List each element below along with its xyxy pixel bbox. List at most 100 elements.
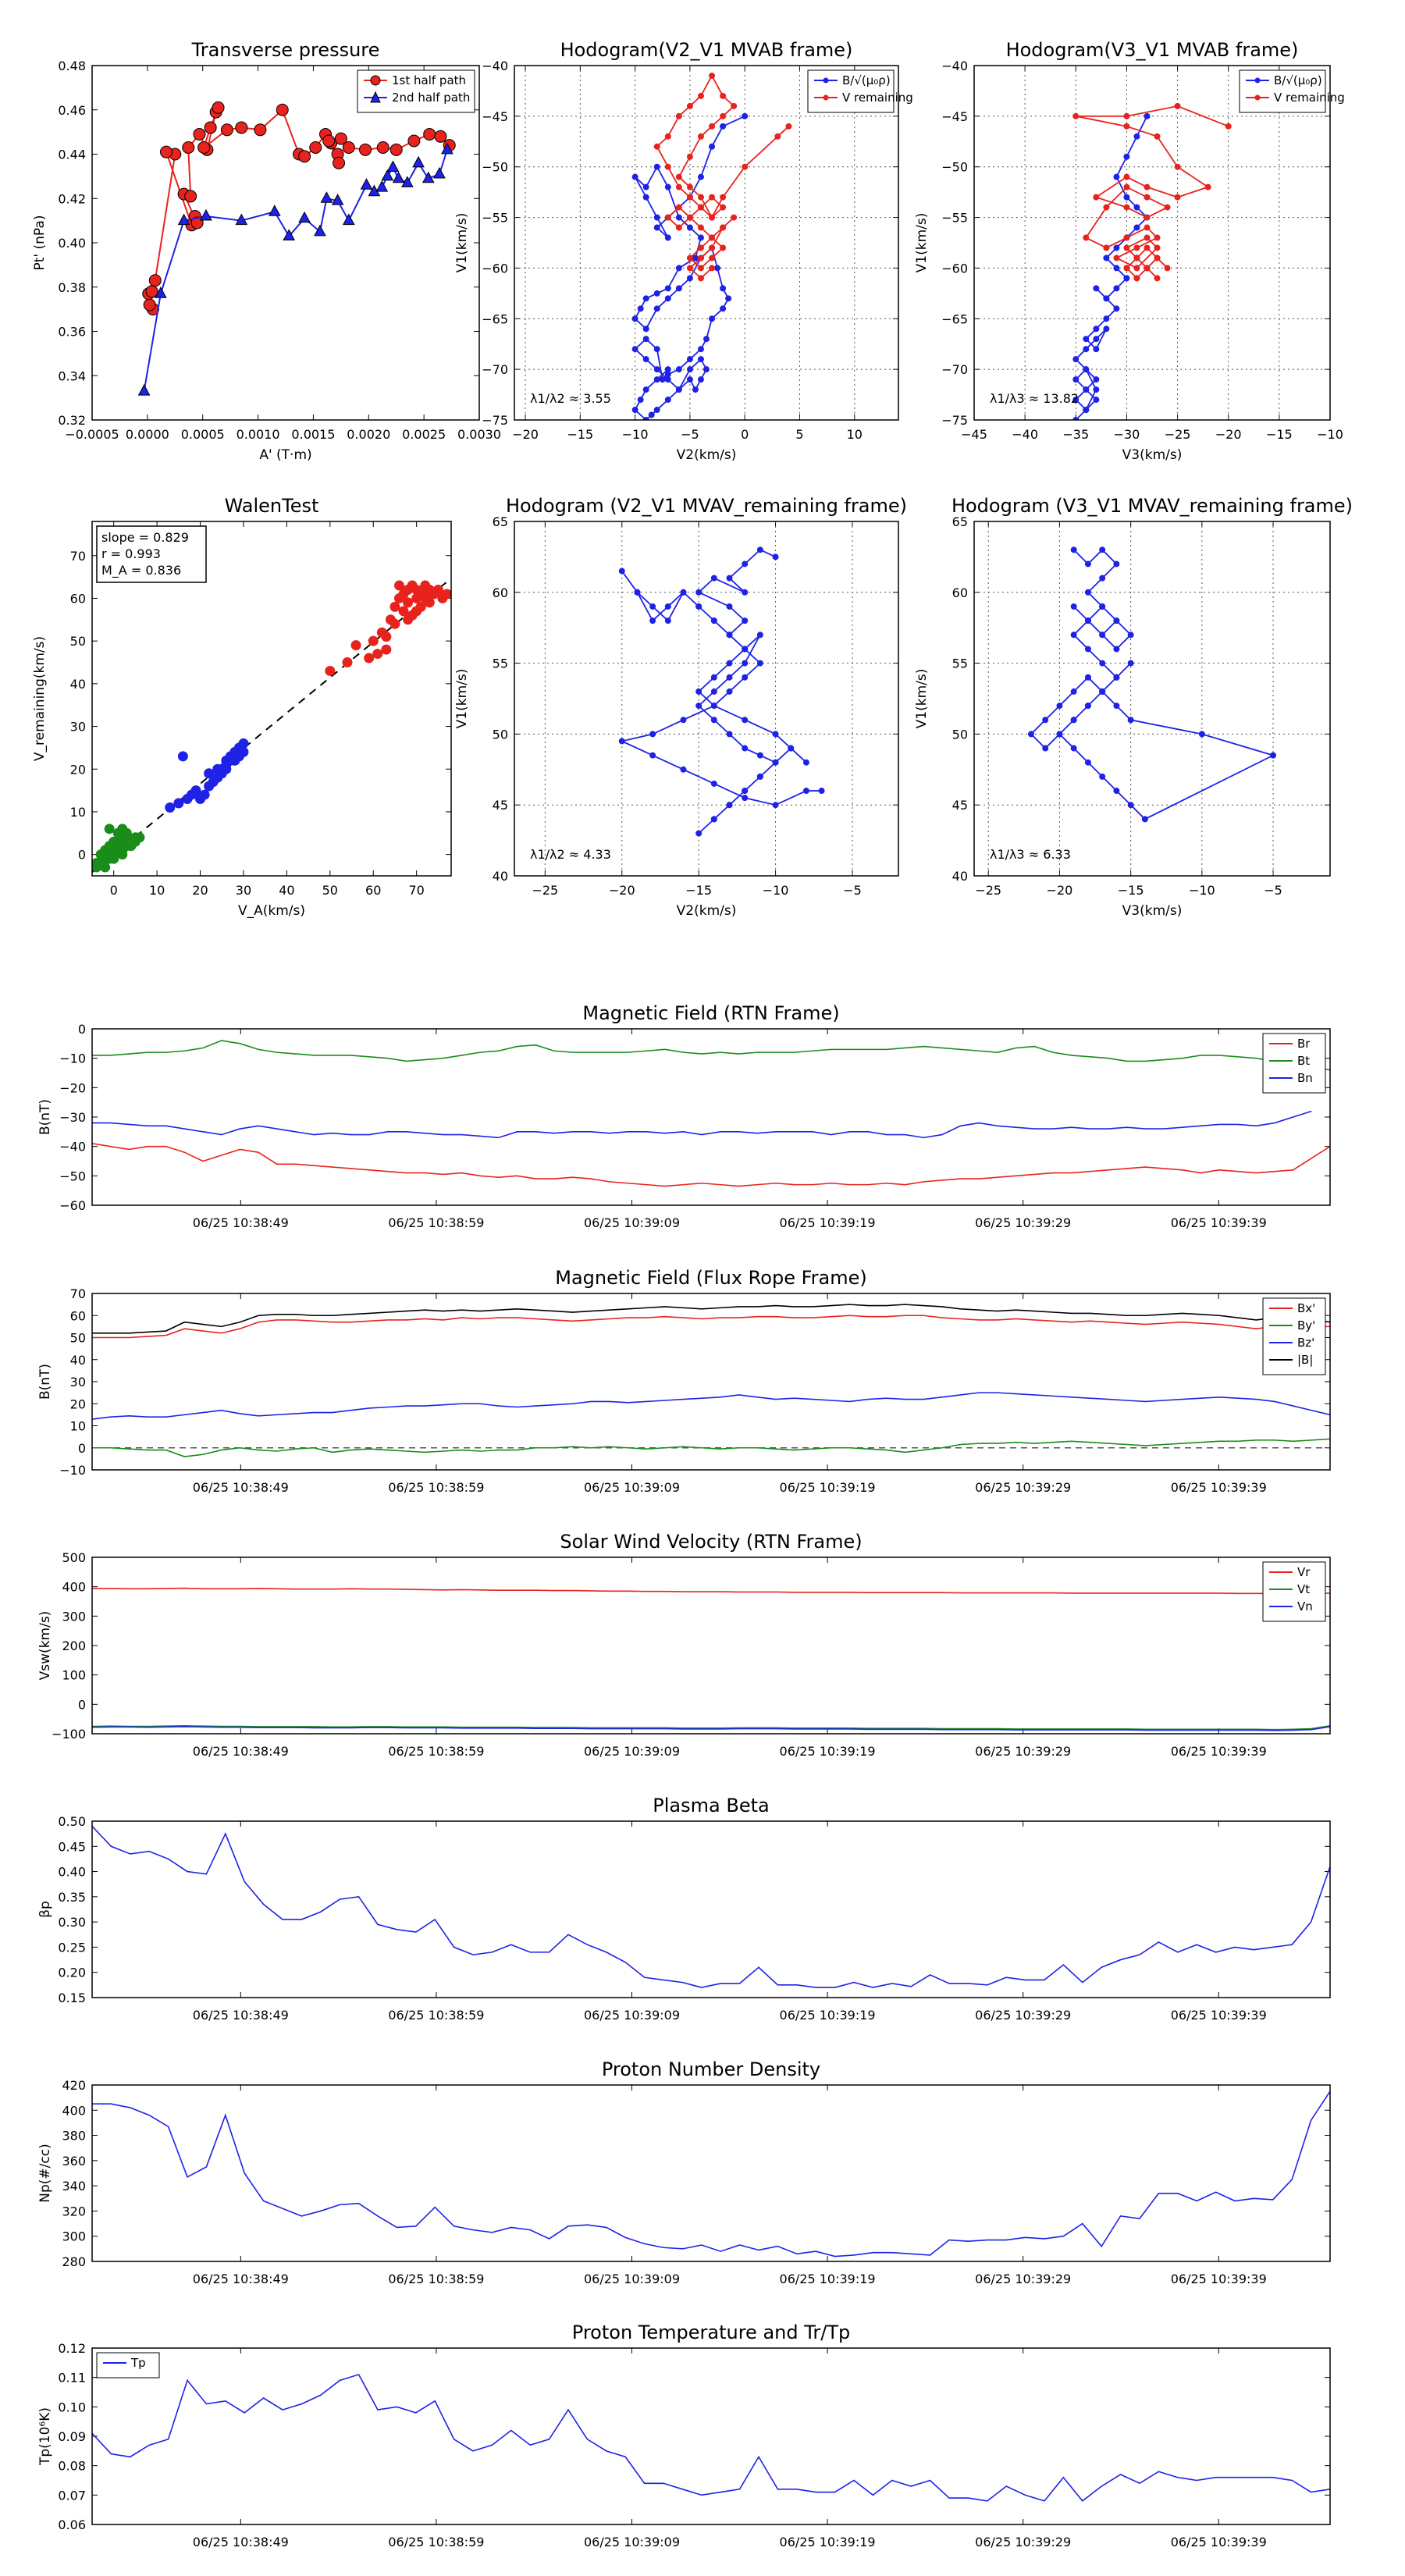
data-point [1127,632,1134,639]
data-point [664,617,671,624]
x-tick-label: −15 [1266,427,1293,442]
data-point [642,356,649,363]
data-point [1093,376,1100,383]
chart-title: Hodogram (V2_V1 MVAV_remaining frame) [506,495,907,517]
data-point [675,386,682,393]
data-point [756,752,763,759]
data-point [720,112,727,119]
y-tick-label: 0.50 [58,1814,86,1829]
data-point [375,180,389,192]
data-point [742,112,749,119]
y-tick-label: 0.20 [58,1966,86,1980]
plot-area [92,2090,1330,2258]
axes-frame [91,1028,1331,1206]
y-tick-label: −10 [59,1463,86,1478]
y-tick-label: 55 [952,656,968,671]
data-point [726,660,733,667]
data-point [675,183,682,190]
axes-frame [514,521,899,877]
data-point [1113,254,1120,262]
data-point [1084,560,1091,568]
y-tick-label: 0.34 [58,368,86,383]
data-point [649,752,656,759]
data-point [742,646,749,653]
x-tick-label: −20 [1215,427,1242,442]
y-tick-label: −45 [482,109,508,124]
chart-mag_rtn: Magnetic Field (RTN Frame) −60 −50 −40 −30 −2… [37,1002,1331,1230]
y-tick-label: −50 [941,160,968,175]
x-tick-label: 0.0025 [402,427,446,442]
y-tick-label: 420 [62,2078,86,2093]
series-line [92,1040,1330,1071]
series-Bt [92,1040,1330,1071]
chart-title: Magnetic Field (Flux Rope Frame) [555,1267,866,1289]
y-axis-label: V1(km/s) [454,213,470,273]
data-point [1042,745,1049,752]
y-tick-label: 60 [70,1308,86,1323]
y-tick-label: 400 [62,2103,86,2118]
data-point [695,603,702,610]
data-point [664,214,671,221]
data-point [709,315,716,322]
data-point [1123,112,1130,119]
data-point [193,127,206,141]
data-point [1083,407,1090,414]
data-point [1072,397,1080,404]
y-tick-label: 360 [62,2154,86,2169]
y-tick-label: −40 [59,1140,86,1155]
legend: 1st half path 2nd half path [357,69,475,113]
data-point [664,234,671,241]
data-point [100,862,111,873]
x-axis-label: V3(km/s) [1122,447,1183,463]
y-tick-label: 0.44 [58,148,86,162]
data-point [1070,745,1077,752]
x-tick-label: −10 [1189,883,1215,898]
data-point [710,816,717,823]
x-tick-label: 06/25 10:39:39 [1171,1215,1267,1230]
legend-label: V remaining [842,91,913,105]
data-point [229,751,240,762]
data-point [165,802,176,813]
y-tick-label: −55 [941,211,968,226]
x-tick-label: 0.0000 [126,427,169,442]
data-point [1083,336,1090,343]
data-point [772,759,779,766]
data-point [675,112,682,119]
series-Br [92,1143,1330,1187]
data-point [1083,366,1090,373]
data-point [1070,603,1077,610]
y-tick-label: 50 [70,634,86,649]
chart-title: Plasma Beta [653,1795,769,1816]
x-tick-label: −10 [763,883,789,898]
stats-line: M_A = 0.836 [101,563,181,578]
data-point [686,183,693,190]
y-tick-label: 20 [70,1397,86,1411]
data-point [686,275,693,282]
series-Bn [92,1110,1312,1139]
data-point [325,665,336,676]
data-point [720,204,727,211]
x-tick-label: 0 [110,883,118,898]
data-point [742,717,749,724]
x-tick-label: 06/25 10:39:19 [780,1480,876,1495]
chart-vel: Solar Wind Velocity (RTN Frame) −100 0 100 2… [37,1531,1331,1759]
data-point [726,802,733,809]
data-point [1083,234,1090,241]
data-point [709,72,716,79]
data-point [726,688,733,695]
x-tick-label: 0 [741,427,749,442]
legend-label: 1st half path [392,73,466,87]
x-axis-label: A' (T·m) [259,447,311,463]
data-point [686,265,693,272]
x-tick-label: 06/25 10:39:29 [975,1744,1071,1759]
x-tick-label: 06/25 10:38:59 [388,2272,484,2286]
y-tick-label: 0.40 [58,236,86,251]
y-tick-label: 50 [952,727,968,742]
data-point [697,173,704,180]
data-point [653,224,660,231]
data-point [276,103,289,116]
data-point [1141,816,1148,823]
data-point [697,92,704,99]
